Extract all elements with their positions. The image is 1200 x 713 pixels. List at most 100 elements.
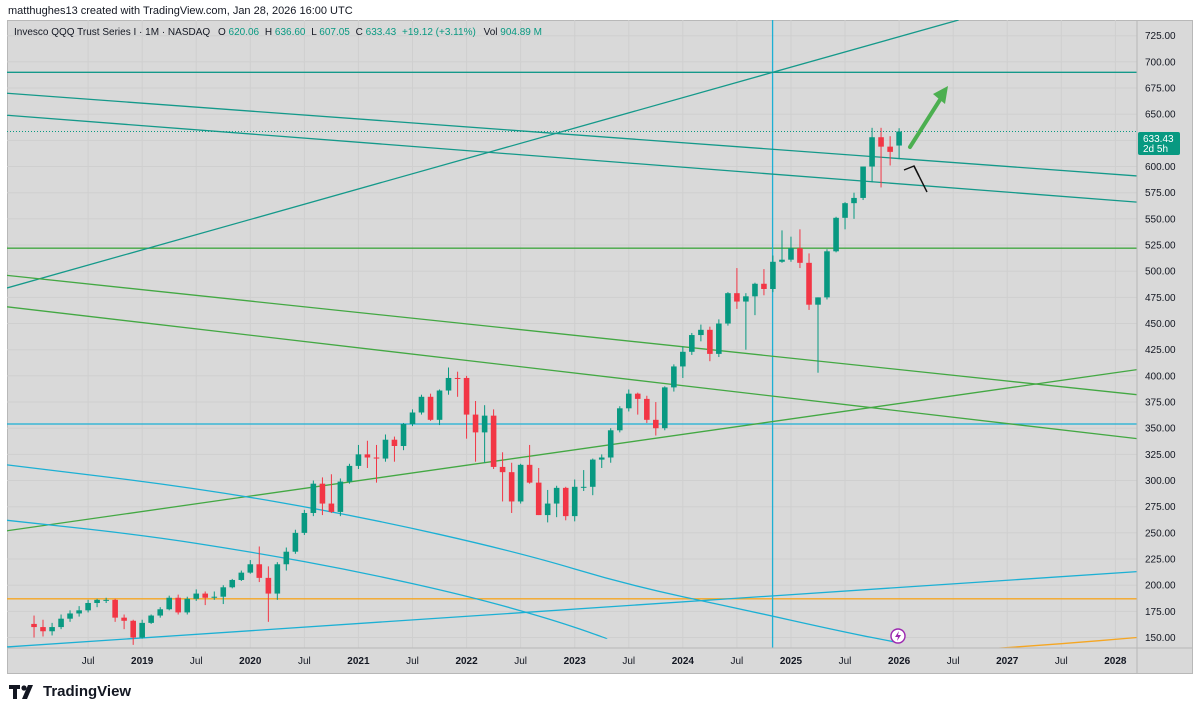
- trend-line[interactable]: [7, 274, 1137, 396]
- y-tick-label: 275.00: [1145, 502, 1176, 513]
- candle-up: [211, 591, 218, 600]
- candle-up: [571, 479, 578, 522]
- trend-line[interactable]: [7, 570, 1137, 648]
- legend-l-value: 607.05: [319, 27, 350, 38]
- trend-line[interactable]: [7, 92, 1137, 177]
- candle-up: [752, 282, 758, 316]
- chart-frame: [7, 20, 1193, 674]
- drawing-lines[interactable]: [7, 20, 1137, 649]
- tradingview-logo-icon: [9, 684, 33, 699]
- x-tick-label: Jul: [190, 656, 203, 667]
- candle-down: [31, 615, 37, 638]
- candle-down: [562, 486, 569, 521]
- candle-down: [256, 546, 263, 583]
- y-tick-label: 325.00: [1145, 450, 1176, 461]
- candle-down: [463, 375, 470, 439]
- candle-up: [58, 614, 64, 630]
- price-tag-value: 633.43: [1143, 134, 1174, 145]
- candle-down: [319, 477, 326, 516]
- legend-l-label: L: [311, 27, 317, 38]
- y-tick-label: 350.00: [1145, 424, 1176, 435]
- candle-down: [878, 127, 884, 188]
- tradingview-brand: TradingView: [43, 683, 132, 700]
- candle-down: [644, 395, 650, 423]
- candle-up: [229, 578, 236, 589]
- curve-line[interactable]: [7, 519, 608, 640]
- candle-up: [85, 599, 91, 613]
- legend-o-label: O: [218, 27, 226, 38]
- lightning-badge-icon[interactable]: [890, 628, 906, 644]
- curve-line[interactable]: [7, 464, 900, 644]
- candle-up: [247, 560, 254, 574]
- trend-line[interactable]: [7, 368, 1137, 532]
- candle-up: [49, 622, 55, 636]
- x-tick-label: 2022: [455, 656, 478, 667]
- x-tick-label: 2024: [672, 656, 695, 667]
- candle-up: [283, 547, 290, 571]
- candle-up: [409, 409, 416, 427]
- candle-down: [364, 440, 371, 468]
- curve-line[interactable]: [986, 636, 1137, 650]
- x-tick-label: 2025: [780, 656, 803, 667]
- candle-up: [625, 389, 632, 412]
- chart-credit: matthughes13 created with TradingView.co…: [8, 5, 353, 17]
- legend-o-value: 620.06: [229, 27, 260, 38]
- candlestick-chart[interactable]: 150.00 175.00 200.00 225.00 250.00 275.00 300.…: [7, 20, 1193, 674]
- y-tick-label: 375.00: [1145, 398, 1176, 409]
- trend-line[interactable]: [7, 306, 1137, 440]
- time-axis[interactable]: Jul 2019 Jul 2020 Jul 2021 Jul 2022 Jul 2023 Jul 20…: [82, 656, 1127, 667]
- x-tick-label: Jul: [514, 656, 527, 667]
- candle-down: [265, 566, 272, 622]
- legend-vol-label: Vol: [484, 27, 498, 38]
- x-tick-label: 2028: [1104, 656, 1127, 667]
- candle-up: [896, 128, 902, 160]
- ohlc-legend: Invesco QQQ Trust Series I · 1M · NASDAQ…: [14, 27, 542, 38]
- y-tick-label: 250.00: [1145, 528, 1176, 539]
- tradingview-logo[interactable]: TradingView: [9, 683, 131, 700]
- candle-up: [238, 570, 245, 582]
- candle-up: [671, 364, 677, 392]
- legend-symbol: Invesco QQQ Trust Series I · 1M · NASDAQ: [14, 27, 210, 38]
- trend-line[interactable]: [7, 114, 1137, 203]
- trend-line[interactable]: [7, 20, 959, 289]
- candle-up: [157, 607, 164, 618]
- candle-up: [382, 434, 389, 462]
- candle-down: [202, 591, 209, 606]
- candle-up: [617, 406, 623, 433]
- x-tick-label: Jul: [731, 656, 744, 667]
- candle-down: [121, 614, 127, 630]
- candle-down: [806, 253, 812, 310]
- candle-up: [824, 249, 830, 300]
- x-tick-label: Jul: [298, 656, 311, 667]
- legend-h-label: H: [265, 27, 272, 38]
- x-tick-label: 2020: [239, 656, 262, 667]
- candle-up: [725, 292, 731, 326]
- x-tick-label: 2021: [347, 656, 370, 667]
- candle-up: [445, 367, 452, 395]
- y-tick-label: 650.00: [1145, 110, 1176, 121]
- candle-down: [40, 619, 46, 637]
- candle-up: [661, 386, 668, 431]
- y-tick-label: 425.00: [1145, 345, 1176, 356]
- candle-up: [607, 428, 614, 463]
- candle-up: [76, 606, 82, 617]
- y-tick-label: 675.00: [1145, 84, 1176, 95]
- candle-down: [508, 462, 515, 513]
- candle-down: [707, 326, 713, 362]
- candle-down: [490, 409, 497, 470]
- candle-up: [553, 485, 560, 518]
- candle-down: [499, 452, 506, 502]
- candle-up: [166, 595, 172, 611]
- candle-up: [220, 585, 227, 605]
- candle-up: [851, 192, 857, 219]
- grid: [7, 20, 1137, 648]
- price-axis[interactable]: 150.00 175.00 200.00 225.00 250.00 275.00 300.…: [1145, 31, 1176, 644]
- candle-up: [517, 463, 524, 504]
- candle-up: [346, 463, 353, 484]
- y-tick-label: 450.00: [1145, 319, 1176, 330]
- candle-up: [770, 255, 776, 293]
- candle-down: [653, 402, 659, 436]
- candle-up: [436, 389, 443, 426]
- candle-down: [761, 269, 767, 296]
- candle-down: [130, 619, 136, 645]
